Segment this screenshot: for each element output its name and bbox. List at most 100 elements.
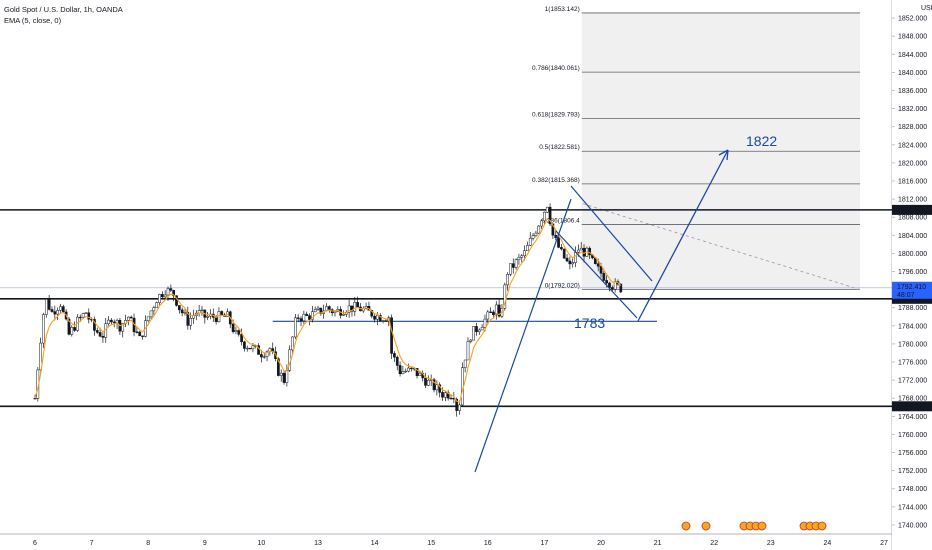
candle-body <box>531 235 535 239</box>
candle-body <box>95 330 99 333</box>
channel-upper[interactable] <box>570 185 653 282</box>
time-axis[interactable]: 6 7 8 9 10 13 14 15 16 17 20 21 22 23 24 27 <box>33 521 888 547</box>
candle-body <box>393 353 396 358</box>
fib-label-0.236: 0.236(1806.4 <box>541 217 580 224</box>
candle-body <box>424 377 427 386</box>
candle-body <box>107 319 110 325</box>
candle-body <box>50 309 54 312</box>
candle-body <box>571 262 575 265</box>
x-tick-label: 8 <box>146 540 150 547</box>
candle-body <box>110 319 113 323</box>
candle-body <box>574 251 577 263</box>
level-tag-2[interactable] <box>892 401 932 412</box>
projection-arrow[interactable] <box>637 149 729 322</box>
candle-body <box>444 392 447 398</box>
candle-body <box>245 347 249 350</box>
fibonacci-retracement[interactable]: 1(1853.142) 0.786(1840.061) 0.618(1829.793… <box>532 6 861 290</box>
candle-body <box>177 305 181 311</box>
fib-label-0: 0(1792.020) <box>545 283 580 290</box>
candle-body <box>455 398 459 411</box>
candle-body <box>497 304 501 317</box>
candle-body <box>560 247 563 250</box>
x-tick-label: 9 <box>203 540 207 547</box>
candle-body <box>127 316 130 321</box>
candle-body <box>565 257 569 262</box>
price-axis[interactable]: 1740.000 1744.000 1748.000 1752.000 1756.000… <box>892 0 932 550</box>
candle-body <box>262 356 266 358</box>
candle-body <box>441 392 444 398</box>
candle-body <box>463 359 467 368</box>
fib-label-0.5: 0.5(1822.581) <box>539 144 579 151</box>
ema-indicator <box>34 218 622 404</box>
candle-body <box>613 281 617 290</box>
candle-body <box>398 365 402 374</box>
horizontal-levels[interactable] <box>0 209 892 408</box>
chart-legend: Gold Spot / U.S. Dollar, 1h, OANDA EMA (… <box>4 4 123 26</box>
ema-legend[interactable]: EMA (5, close, 0) <box>4 16 62 25</box>
candle-body <box>602 273 606 281</box>
event-flag-icon[interactable] <box>757 521 767 531</box>
candle-body <box>353 302 357 312</box>
candle-body <box>310 311 314 320</box>
candle-body <box>494 304 498 316</box>
candle-body <box>138 331 142 337</box>
candle-body <box>163 294 167 298</box>
candle-body <box>503 284 507 309</box>
candle-body <box>596 263 600 267</box>
candle-body <box>599 266 603 274</box>
y-tick-label: 1760.000 <box>898 432 927 439</box>
fib-label-0.786: 0.786(1840.061) <box>532 65 580 72</box>
candle-body <box>517 256 521 260</box>
y-tick-label: 1804.000 <box>898 233 927 240</box>
symbol-title[interactable]: Gold Spot / U.S. Dollar, 1h, OANDA <box>4 5 123 14</box>
current-price-tag[interactable] <box>892 281 932 299</box>
fib-label-0.382: 0.382(1815.368) <box>532 177 580 184</box>
support-label-1783: 1783 <box>574 315 605 331</box>
y-tick-label: 1816.000 <box>898 179 927 186</box>
candle-body <box>265 351 269 357</box>
level-tag-text-2: 1766.221 <box>897 404 926 411</box>
ema-line <box>34 218 622 404</box>
x-tick-label: 6 <box>33 540 37 547</box>
candle-body <box>67 318 71 335</box>
candle-body <box>155 302 159 308</box>
candle-body <box>101 335 105 338</box>
channel-lower[interactable] <box>555 230 638 319</box>
candle-body <box>61 306 65 313</box>
event-flag-icon[interactable] <box>817 521 827 531</box>
candle-body <box>376 315 379 320</box>
candle-body <box>415 368 419 376</box>
candle-body <box>356 302 359 308</box>
candle-body <box>378 315 382 322</box>
y-tick-label: 1812.000 <box>898 197 927 204</box>
level-tag-0[interactable] <box>892 204 932 215</box>
trendline-up[interactable] <box>474 198 572 473</box>
y-tick-label: 1848.000 <box>898 34 927 41</box>
event-flag-icon[interactable] <box>681 521 691 531</box>
y-tick-label: 1828.000 <box>898 124 927 131</box>
trend-drawings[interactable]: 1822 1783 <box>474 133 777 473</box>
candle-body <box>172 290 176 296</box>
candle-body <box>466 341 470 361</box>
candle-body <box>149 310 153 318</box>
candle-body <box>562 248 566 259</box>
level-tag-1[interactable] <box>892 293 932 304</box>
candle-body <box>220 311 224 316</box>
candle-body <box>432 379 436 391</box>
candle-body <box>39 342 43 371</box>
candle-body <box>404 370 408 373</box>
candle-body <box>370 310 374 317</box>
event-flag-icon[interactable] <box>701 521 711 531</box>
candle-body <box>577 249 580 253</box>
x-tick-label: 23 <box>767 540 775 547</box>
candle-body <box>129 316 133 319</box>
candle-body <box>469 339 473 342</box>
x-tick-label: 21 <box>654 540 662 547</box>
y-tick-label: 1836.000 <box>898 88 927 95</box>
y-tick-label: 1764.000 <box>898 414 927 421</box>
candle-body <box>294 317 297 338</box>
candle-body <box>526 245 529 251</box>
candle-body <box>78 316 82 319</box>
candle-body <box>477 329 481 333</box>
